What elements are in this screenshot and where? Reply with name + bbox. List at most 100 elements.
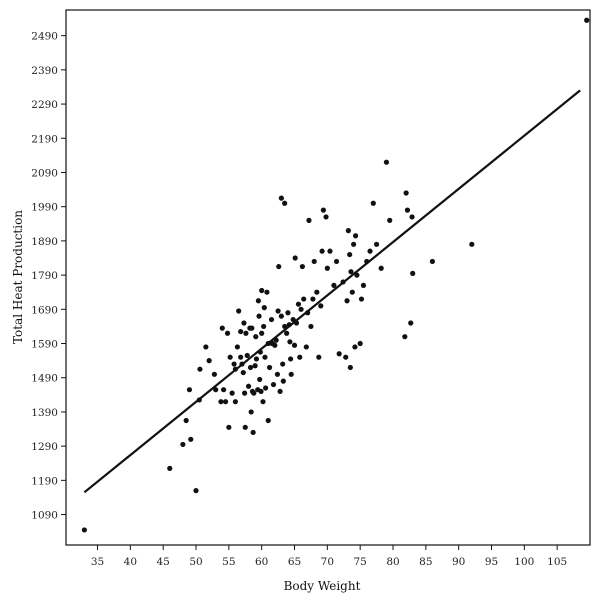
data-point: [193, 488, 199, 494]
data-point: [224, 330, 231, 336]
y-tick-label: 1590: [31, 339, 58, 351]
data-point: [236, 308, 242, 314]
data-point: [278, 313, 284, 319]
data-point: [250, 429, 256, 436]
data-point: [314, 289, 320, 295]
data-point: [251, 390, 257, 396]
data-point: [206, 358, 212, 364]
data-point: [357, 340, 363, 347]
data-point: [285, 310, 291, 316]
x-tick-label: 60: [255, 556, 268, 568]
x-tick-label: 70: [321, 556, 334, 568]
data-point: [331, 282, 337, 288]
data-point: [227, 354, 233, 360]
y-tick-label: 1290: [31, 441, 58, 453]
data-point: [403, 190, 409, 196]
data-point: [232, 399, 239, 405]
data-point: [297, 354, 303, 360]
data-point: [292, 255, 298, 261]
data-point: [299, 263, 305, 270]
data-point: [310, 296, 316, 302]
data-point: [347, 251, 353, 258]
data-point: [238, 328, 244, 335]
data-point: [277, 388, 283, 395]
data-point: [242, 390, 248, 396]
x-axis-ticks: 35 40 45 50 55 60 65 70 75 80 85 90 95 100 105: [91, 545, 567, 568]
data-point: [266, 364, 273, 371]
data-point: [265, 417, 271, 424]
y-tick-label: 2190: [31, 133, 58, 145]
data-point: [408, 320, 414, 326]
data-point: [183, 417, 189, 424]
data-point: [373, 241, 380, 247]
data-point: [180, 441, 186, 448]
data-point: [259, 287, 265, 294]
data-point: [264, 289, 270, 295]
y-tick-label: 1690: [31, 304, 58, 316]
data-point: [213, 387, 219, 393]
data-point: [262, 354, 268, 360]
data-point: [274, 371, 281, 377]
x-tick-label: 80: [386, 556, 399, 568]
data-point: [257, 376, 263, 383]
data-point: [584, 17, 590, 23]
data-point: [327, 248, 333, 254]
data-point: [284, 330, 290, 336]
y-tick-label: 1990: [31, 202, 58, 214]
data-point: [378, 265, 384, 271]
data-point: [352, 344, 358, 350]
data-point: [278, 195, 284, 201]
data-point: [320, 207, 327, 213]
data-point: [248, 409, 254, 415]
data-point: [222, 399, 229, 405]
data-point: [324, 265, 330, 271]
data-point: [203, 344, 209, 350]
x-tick-label: 45: [156, 556, 169, 568]
x-tick-label: 50: [189, 556, 202, 568]
data-point: [231, 361, 237, 367]
data-point: [270, 381, 277, 388]
data-point: [272, 342, 278, 348]
data-point: [238, 354, 244, 360]
data-point: [387, 217, 393, 223]
data-point: [349, 289, 355, 295]
data-point: [260, 399, 266, 405]
y-tick-label: 2090: [31, 167, 58, 179]
x-tick-label: 75: [353, 556, 366, 568]
data-point: [336, 351, 342, 357]
y-tick-label: 1090: [31, 510, 58, 522]
data-point: [360, 282, 367, 288]
data-point: [370, 200, 376, 206]
y-tick-label: 1490: [31, 373, 58, 385]
data-point: [275, 308, 281, 314]
data-point: [247, 364, 254, 371]
data-point: [253, 356, 260, 362]
data-point: [219, 325, 225, 331]
data-point: [429, 258, 436, 265]
y-axis-label: Total Heat Production: [11, 210, 25, 344]
y-tick-label: 1390: [31, 407, 58, 419]
plot-frame: [65, 9, 591, 546]
data-point: [256, 313, 262, 319]
data-point: [263, 385, 269, 391]
data-point: [287, 339, 293, 345]
data-point: [367, 248, 373, 254]
data-point: [345, 228, 351, 234]
y-tick-label: 2290: [31, 99, 58, 111]
y-tick-label: 1190: [31, 475, 58, 487]
y-tick-label: 2390: [31, 65, 58, 77]
data-point: [218, 399, 224, 405]
data-point: [244, 352, 250, 359]
x-tick-label: 40: [124, 556, 137, 568]
data-point: [258, 388, 264, 395]
data-point: [249, 325, 255, 331]
data-point: [323, 214, 329, 220]
data-point: [268, 316, 275, 323]
data-point: [243, 330, 249, 336]
data-point: [261, 305, 267, 311]
data-point: [291, 342, 298, 348]
data-point: [333, 258, 340, 265]
data-point: [344, 298, 350, 304]
data-point: [404, 207, 411, 213]
